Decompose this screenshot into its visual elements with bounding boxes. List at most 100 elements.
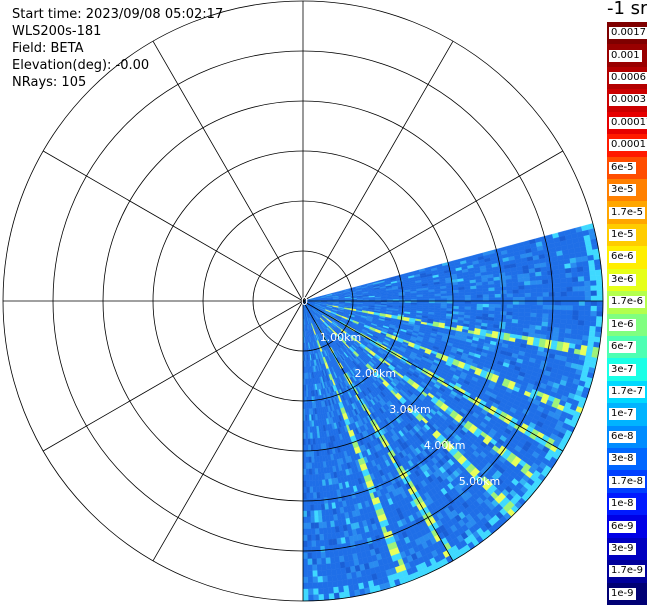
- range-gate-cell: [583, 325, 591, 332]
- range-gate-cell: [564, 328, 572, 335]
- range-gate-cell: [582, 265, 590, 272]
- range-gate-cell: [440, 305, 448, 309]
- range-gate-cell: [494, 293, 502, 298]
- range-gate-cell: [506, 286, 513, 291]
- range-gate-cell: [488, 294, 496, 298]
- range-gate-cell: [571, 319, 579, 326]
- range-gate-cell: [518, 308, 526, 313]
- range-gate-cell: [518, 304, 526, 309]
- range-gate-cell: [541, 321, 549, 327]
- range-gate-cell: [536, 309, 544, 314]
- range-gate-cell: [596, 300, 604, 307]
- range-gate-cell: [524, 312, 531, 318]
- range-gate-cell: [321, 515, 327, 523]
- range-gate-cell: [494, 287, 501, 292]
- range-gate-cell: [589, 270, 597, 277]
- range-gate-cell: [530, 308, 538, 314]
- range-gate-cell: [476, 294, 484, 299]
- range-gate-cell: [330, 562, 337, 570]
- range-gate-cell: [535, 275, 543, 281]
- range-gate-cell: [512, 304, 520, 309]
- range-gate-cell: [488, 297, 496, 302]
- range-gate-cell: [410, 294, 418, 298]
- range-gate-cell: [422, 302, 430, 306]
- range-gate-cell: [576, 266, 584, 273]
- range-gate-cell: [488, 304, 496, 308]
- range-gate-cell: [577, 276, 585, 282]
- range-gate-cell: [392, 297, 400, 300]
- range-gate-cell: [586, 249, 594, 257]
- range-gate-cell: [524, 316, 531, 322]
- range-gate-cell: [523, 273, 530, 278]
- range-gate-cell: [524, 300, 532, 306]
- range-gate-cell: [559, 318, 567, 325]
- range-gate-cell: [553, 318, 561, 324]
- range-gate-cell: [329, 556, 336, 564]
- range-gate-cell: [500, 307, 508, 312]
- range-gate-cell: [596, 316, 603, 323]
- range-gate-cell: [570, 262, 578, 269]
- range-gate-cell: [470, 291, 478, 296]
- range-gate-cell: [494, 290, 502, 295]
- range-gate-cell: [446, 292, 454, 297]
- range-gate-cell: [476, 303, 484, 308]
- range-gate-cell: [535, 271, 542, 277]
- range-gate-cell: [559, 277, 567, 284]
- range-gate-cell: [560, 282, 567, 288]
- range-gate-cell: [331, 574, 338, 582]
- range-gate-cell: [322, 521, 327, 529]
- range-gate-cell: [572, 296, 580, 302]
- range-gate-cell: [578, 291, 586, 297]
- range-gate-cell: [494, 304, 502, 309]
- range-gate-cell: [559, 323, 567, 329]
- range-gate-cell: [530, 288, 538, 294]
- range-gate-cell: [584, 295, 592, 302]
- range-gate-cell: [583, 320, 591, 327]
- range-gate-cell: [434, 293, 442, 297]
- range-gate-cell: [560, 291, 568, 297]
- range-gate-cell: [488, 310, 495, 315]
- range-gate-cell: [320, 497, 325, 505]
- range-gate-cell: [572, 310, 579, 316]
- range-gate-cell: [524, 308, 532, 314]
- range-gate-cell: [576, 261, 584, 268]
- range-gate-cell: [584, 300, 592, 307]
- range-gate-cell: [529, 276, 537, 282]
- range-gate-cell: [566, 305, 574, 311]
- range-gate-cell: [476, 288, 483, 293]
- range-gate-cell: [340, 567, 347, 575]
- range-gate-cell: [535, 321, 543, 327]
- range-gate-cell: [322, 527, 328, 535]
- range-gate-cell: [506, 311, 513, 316]
- range-gate-cell: [548, 296, 556, 302]
- range-gate-cell: [547, 274, 555, 280]
- range-gate-cell: [326, 521, 331, 528]
- range-gate-cell: [434, 303, 442, 306]
- range-gate-cell: [572, 286, 579, 292]
- range-gate-cell: [446, 295, 454, 299]
- range-gate-cell: [578, 295, 586, 302]
- range-gate-cell: [464, 286, 471, 290]
- range-gate-cell: [506, 297, 514, 302]
- range-gate-cell: [482, 307, 490, 311]
- range-gate-cell: [596, 295, 604, 302]
- range-gate-cell: [552, 264, 560, 271]
- range-gate-cell: [470, 294, 478, 299]
- range-gate-cell: [500, 290, 508, 295]
- range-gate-cell: [560, 300, 568, 306]
- range-gate-cell: [512, 297, 520, 302]
- range-gate-cell: [565, 319, 573, 325]
- range-gate-cell: [518, 315, 525, 321]
- range-gate-cell: [337, 580, 344, 588]
- range-gate-cell: [506, 289, 514, 295]
- range-gate-cell: [572, 314, 579, 321]
- range-gate-cell: [328, 545, 334, 552]
- range-gate-cell: [487, 280, 495, 285]
- range-gate-cell: [500, 314, 507, 319]
- range-gate-cell: [590, 300, 598, 307]
- range-gate-cell: [524, 296, 532, 302]
- range-gate-cell: [547, 318, 555, 324]
- range-gate-cell: [547, 326, 554, 332]
- range-gate-cell: [529, 316, 537, 322]
